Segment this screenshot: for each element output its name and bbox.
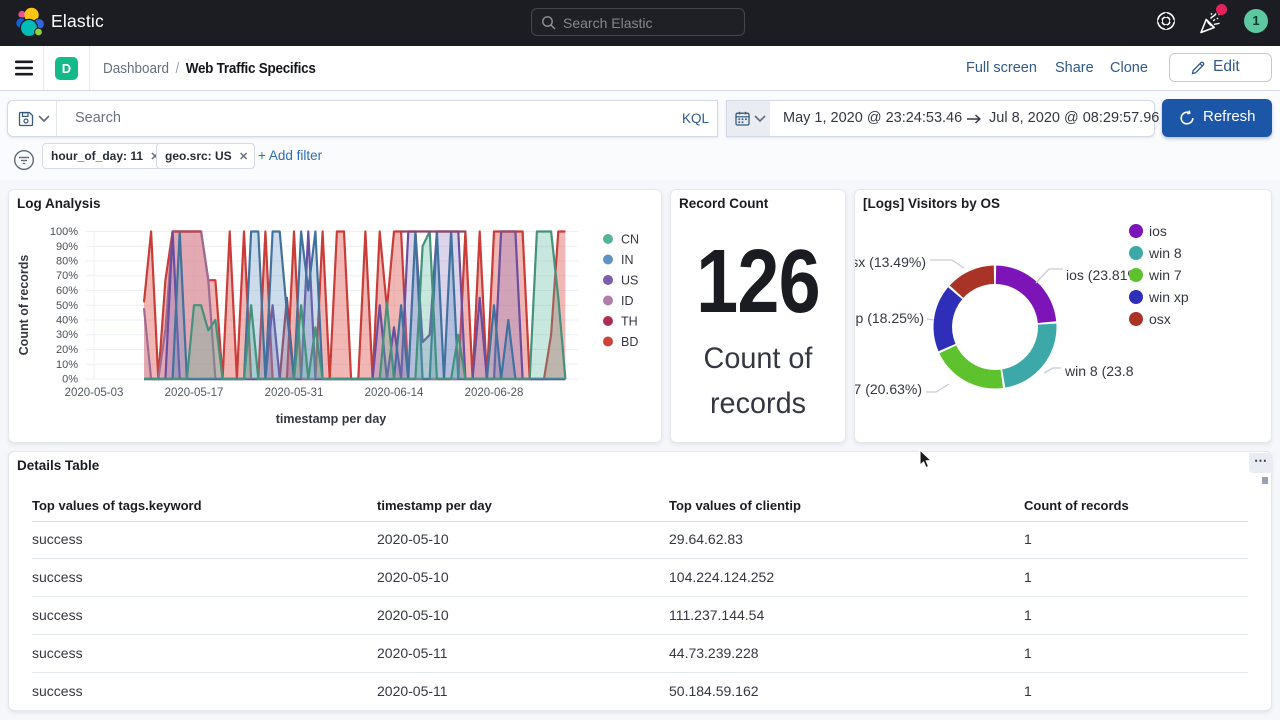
svg-text:win 8 (23.8: win 8 (23.8 [1064,363,1134,379]
svg-text:50%: 50% [56,300,78,312]
svg-text:BD: BD [621,335,638,349]
svg-text:100%: 100% [50,226,78,238]
svg-text:90%: 90% [56,241,78,253]
svg-text:CN: CN [621,233,639,247]
svg-text:timestamp per day: timestamp per day [276,412,387,426]
svg-text:ios: ios [1149,223,1167,239]
svg-text:win 7: win 7 [1148,267,1182,283]
svg-text:80%: 80% [56,256,78,268]
svg-text:70%: 70% [56,270,78,282]
svg-text:TH: TH [621,315,638,329]
svg-text:sx (13.49%): sx (13.49%) [855,254,926,270]
svg-text:40%: 40% [56,315,78,327]
svg-text:20%: 20% [56,344,78,356]
svg-text:10%: 10% [56,359,78,371]
svg-text:win 8: win 8 [1148,245,1182,261]
svg-text:30%: 30% [56,329,78,341]
svg-text:ID: ID [621,294,634,308]
svg-text:60%: 60% [56,285,78,297]
svg-text:2020-05-17: 2020-05-17 [165,387,224,399]
svg-text:IN: IN [621,253,634,267]
svg-text:win xp: win xp [1148,289,1189,305]
svg-text:2020-06-28: 2020-06-28 [465,387,524,399]
svg-text:2020-06-14: 2020-06-14 [365,387,424,399]
svg-text:7 (20.63%): 7 (20.63%) [855,381,922,397]
svg-text:2020-05-31: 2020-05-31 [265,387,324,399]
svg-text:Count of records: Count of records [17,255,31,356]
svg-text:ios (23.81%: ios (23.81% [1066,267,1140,283]
svg-text:p (18.25%): p (18.25%) [856,310,924,326]
svg-text:US: US [621,274,638,288]
svg-text:osx: osx [1149,311,1171,327]
svg-text:0%: 0% [62,374,78,386]
svg-text:2020-05-03: 2020-05-03 [65,387,124,399]
